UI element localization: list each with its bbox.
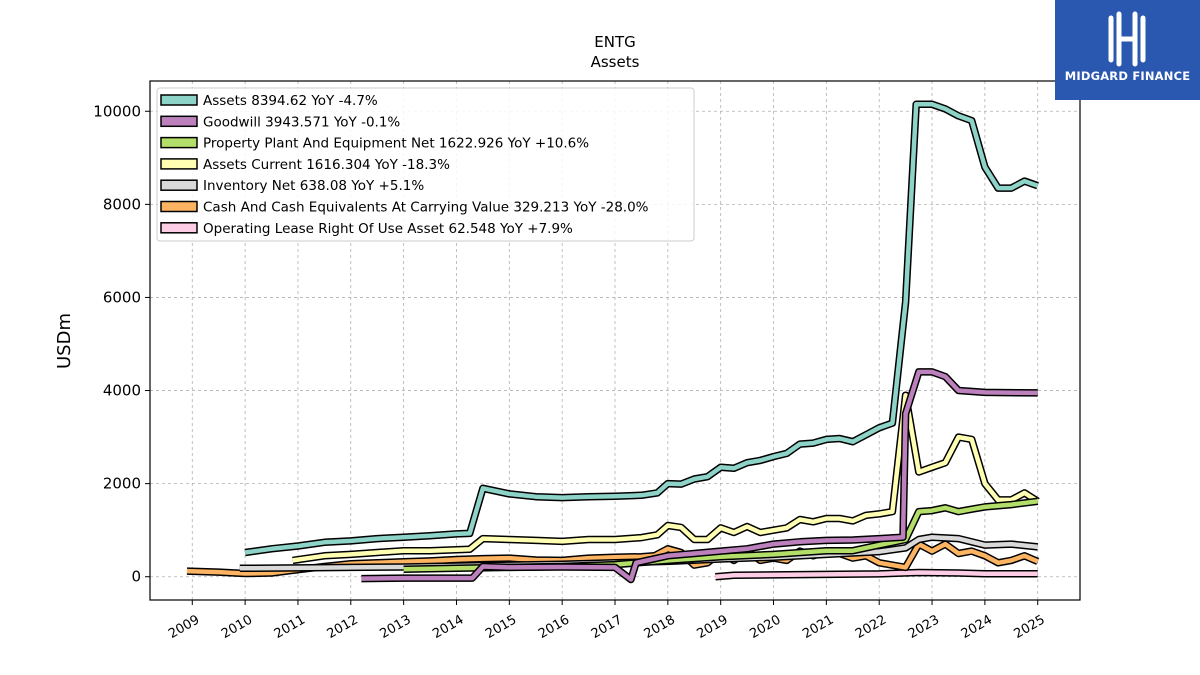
legend-swatch (160, 200, 198, 213)
y-tick-label: 10000 (93, 102, 141, 120)
x-tick-label: 2023 (906, 612, 942, 642)
legend-label: Property Plant And Equipment Net 1622.92… (203, 136, 589, 152)
legend: Assets 8394.62 YoY -4.7% Goodwill 3943.57… (156, 87, 695, 242)
x-axis: 2009 2010 2011 2012 2013 2014 2015 2016 2017 2018… (166, 600, 1048, 642)
legend-label: Assets 8394.62 YoY -4.7% (203, 93, 378, 109)
x-tick-label: 2017 (589, 612, 625, 642)
chart-subtitle: Assets (591, 53, 640, 71)
x-tick-label: 2018 (642, 612, 678, 642)
y-tick-label: 2000 (103, 475, 141, 493)
x-tick-label: 2019 (695, 612, 731, 642)
series-lines (186, 100, 1040, 584)
legend-label: Goodwill 3943.571 YoY -0.1% (203, 114, 400, 130)
y-tick-label: 0 (131, 568, 141, 586)
x-tick-label: 2016 (536, 612, 572, 642)
legend-label: Assets Current 1616.304 YoY -18.3% (203, 157, 450, 173)
series-line (715, 570, 1038, 579)
y-tick-label: 6000 (103, 288, 141, 306)
x-tick-label: 2015 (483, 612, 519, 642)
y-tick-label: 8000 (103, 195, 141, 213)
x-tick-label: 2014 (430, 612, 466, 642)
y-tick-label: 4000 (103, 382, 141, 400)
legend-swatch (160, 158, 198, 170)
x-tick-label: 2011 (272, 612, 308, 642)
y-axis: 0 2000 4000 6000 8000 10000 (93, 102, 150, 586)
x-tick-label: 2020 (747, 612, 783, 642)
x-tick-label: 2010 (219, 612, 255, 642)
series-line (244, 102, 1039, 555)
legend-label: Operating Lease Right Of Use Asset 62.54… (203, 221, 573, 237)
legend-label: Inventory Net 638.08 YoY +5.1% (203, 178, 424, 194)
legend-swatch (160, 136, 198, 149)
x-tick-label: 2025 (1012, 612, 1048, 642)
x-tick-label: 2022 (853, 612, 889, 642)
brand-mark-icon (1108, 11, 1146, 67)
x-tick-label: 2012 (325, 612, 361, 642)
x-tick-label: 2021 (800, 612, 836, 642)
legend-swatch (160, 94, 198, 106)
brand-name: MIDGARD FINANCE (1064, 69, 1191, 83)
legend-label: Cash And Cash Equivalents At Carrying Va… (203, 200, 649, 216)
chart-title: ENTG (594, 33, 635, 51)
x-tick-label: 2013 (377, 612, 413, 642)
series-line (292, 392, 1039, 563)
legend-swatch (160, 179, 198, 191)
series-line (361, 369, 1038, 582)
x-tick-label: 2024 (959, 612, 995, 642)
x-tick-label: 2009 (166, 612, 202, 642)
y-axis-label: USDm (54, 313, 75, 369)
brand-logo: MIDGARD FINANCE (1055, 0, 1200, 100)
legend-swatch (160, 115, 198, 128)
legend-box (156, 87, 695, 242)
legend-swatch (160, 222, 198, 234)
